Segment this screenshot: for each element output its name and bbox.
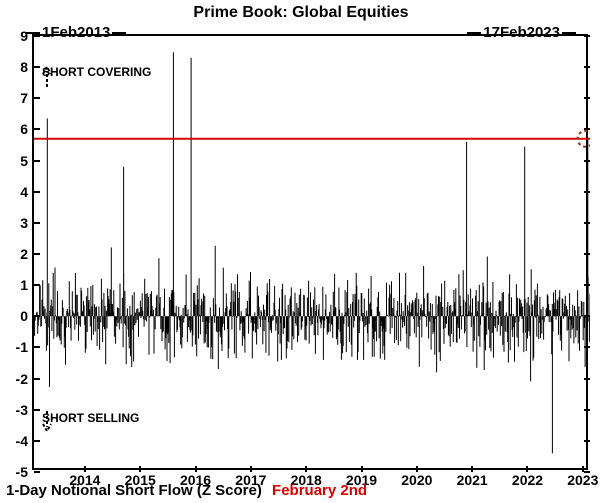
y-tick-label: 2: [20, 246, 34, 262]
x-axis-caption: 1-Day Notional Short Flow (Z Score) Febr…: [6, 482, 367, 499]
arrow-up-icon: [42, 65, 52, 87]
arrow-label-text: SHORT COVERING: [42, 65, 151, 79]
y-tick-label: 3: [20, 215, 34, 231]
y-tick-label: -4: [16, 433, 34, 449]
caption-highlight: February 2nd: [272, 482, 367, 499]
caption-left: 1-Day Notional Short Flow (Z Score): [6, 482, 262, 499]
y-tick-label: -1: [16, 339, 34, 355]
y-tick-label: 7: [20, 90, 34, 106]
y-tick-label: 0: [20, 308, 34, 324]
y-tick-label: 4: [20, 184, 34, 200]
y-tick-label: 1: [20, 277, 34, 293]
y-tick-label: -2: [16, 371, 34, 387]
short-covering-label: SHORT COVERING: [42, 65, 151, 79]
page-title: Prime Book: Global Equities: [0, 4, 602, 22]
short-selling-label: SHORT SELLING: [42, 411, 139, 425]
y-tick-label: -3: [16, 402, 34, 418]
y-tick-label: 5: [20, 153, 34, 169]
y-tick-label: 6: [20, 121, 34, 137]
y-tick-label: 9: [20, 28, 34, 44]
series-bars: [34, 52, 590, 453]
arrow-label-text: SHORT SELLING: [42, 411, 139, 425]
chart-svg: [34, 36, 590, 472]
y-tick-label: 8: [20, 59, 34, 75]
arrow-down-icon: [42, 411, 52, 433]
chart-plot-area: -5-4-3-2-1012345678920142015201620172018…: [32, 34, 588, 470]
y-tick-label: -5: [16, 464, 34, 480]
